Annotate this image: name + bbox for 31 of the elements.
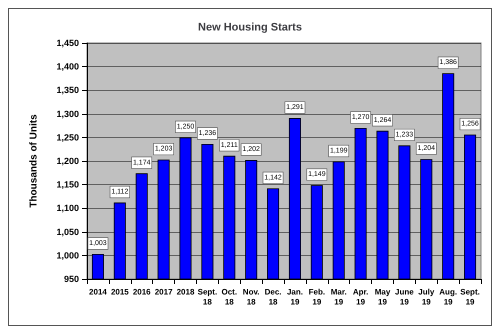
x-tick-label: May 19 bbox=[374, 288, 391, 306]
x-tick-label: Aug. 19 bbox=[439, 288, 458, 306]
x-tick-label: Apr. 19 bbox=[352, 288, 368, 306]
y-tick-label: 1,200 bbox=[56, 156, 79, 166]
y-axis-title: Thousands of Units bbox=[28, 114, 40, 208]
y-tick-label: 1,350 bbox=[56, 85, 79, 96]
x-tick-label: Feb. 19 bbox=[308, 288, 326, 306]
y-tick-label: 950 bbox=[64, 274, 79, 284]
y-tick-label: 1,450 bbox=[56, 38, 79, 48]
x-tick-label: Jan. 19 bbox=[286, 288, 303, 306]
x-tick-label: Sept. 18 bbox=[198, 288, 218, 306]
y-tick-label: 1,050 bbox=[56, 226, 79, 237]
y-tick-label: 1,400 bbox=[56, 62, 79, 72]
x-tick-label: 2017 bbox=[154, 288, 174, 296]
x-tick-label: Oct. 18 bbox=[221, 288, 238, 306]
y-tick-label: 1,000 bbox=[56, 250, 79, 260]
x-tick-label: 2014 bbox=[89, 288, 108, 296]
chart-title: New Housing Starts bbox=[198, 22, 302, 34]
x-tick-label: June 19 bbox=[395, 288, 414, 306]
x-tick-label: Sept. 19 bbox=[460, 288, 480, 306]
x-tick-label: 2018 bbox=[176, 288, 195, 296]
x-tick-label: Mar. 19 bbox=[330, 288, 347, 306]
y-tick-label: 1,250 bbox=[56, 132, 79, 142]
x-tick-label: Nov. 18 bbox=[242, 288, 260, 306]
y-tick-label: 1,300 bbox=[56, 108, 79, 119]
y-tick-label: 1,100 bbox=[56, 203, 79, 214]
x-tick-label: 2015 bbox=[110, 288, 130, 296]
x-tick-label: Dec. 18 bbox=[264, 288, 282, 306]
x-tick-label: 2016 bbox=[132, 288, 152, 296]
x-tick-label: July 19 bbox=[418, 288, 435, 306]
y-tick-label: 1,150 bbox=[56, 180, 79, 190]
